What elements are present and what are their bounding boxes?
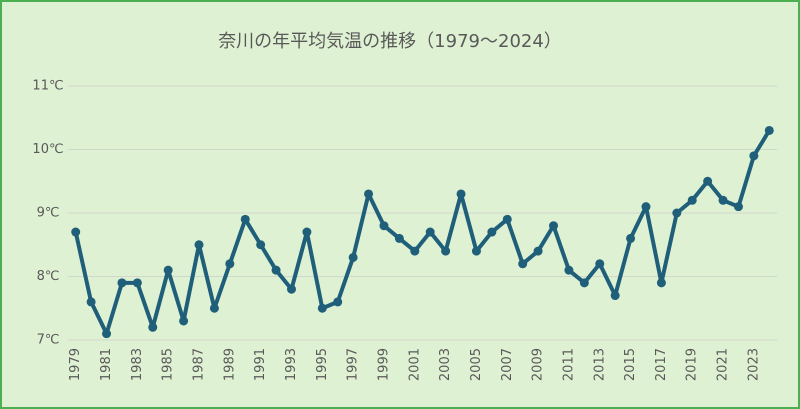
point (656, 278, 666, 288)
x-tick-label: 1991 (253, 348, 268, 381)
x-tick-label: 2005 (469, 348, 484, 381)
y-tick-label: 7℃ (37, 333, 60, 348)
point (549, 221, 559, 231)
point (364, 189, 374, 199)
x-tick-label: 1979 (68, 348, 83, 381)
point (441, 246, 451, 256)
x-tick-label: 1997 (346, 348, 361, 381)
line (73, 129, 772, 336)
x-tick-label: 2021 (716, 348, 731, 381)
x-tick-label: 1999 (376, 348, 391, 381)
point (471, 246, 481, 256)
point (271, 265, 281, 275)
point (348, 252, 358, 262)
x-tick-label: 1985 (161, 348, 176, 381)
point (672, 208, 682, 218)
point (703, 176, 713, 186)
y-tick-label: 9℃ (37, 206, 60, 221)
point (148, 322, 158, 332)
point (410, 246, 420, 256)
point (179, 316, 189, 326)
y-tick-label: 10℃ (32, 142, 63, 157)
x-tick-label: 2003 (438, 348, 453, 381)
x-tick-label: 2011 (561, 348, 576, 381)
x-tick-label: 2015 (623, 348, 638, 381)
x-tick-label: 1993 (284, 348, 299, 381)
x-tick-label: 1989 (222, 348, 237, 381)
x-tick-label: 2013 (592, 348, 607, 381)
x-tick-label: 1987 (192, 348, 207, 381)
point (579, 278, 589, 288)
x-tick-label: 2017 (654, 348, 669, 381)
point (425, 227, 435, 237)
point (641, 202, 651, 212)
point (502, 214, 512, 224)
point (317, 303, 327, 313)
point (194, 240, 204, 250)
point (71, 227, 81, 237)
point (610, 291, 620, 301)
x-tick-label: 1981 (99, 348, 114, 381)
chart-title: 奈川の年平均気温の推移（1979～2024） (218, 31, 562, 52)
point (749, 151, 759, 161)
x-tick-label: 2019 (685, 348, 700, 381)
point (379, 221, 389, 231)
point (209, 303, 219, 313)
point (132, 278, 142, 288)
x-tick-label: 2001 (407, 348, 422, 381)
point (626, 233, 636, 243)
point (302, 227, 312, 237)
point (117, 278, 127, 288)
point (86, 297, 96, 307)
point (256, 240, 266, 250)
point (564, 265, 574, 275)
y-tick-label: 11℃ (32, 79, 63, 94)
point (595, 259, 605, 269)
point (687, 195, 697, 205)
point (718, 195, 728, 205)
point (102, 329, 112, 339)
point (394, 233, 404, 243)
point (286, 284, 296, 294)
point (225, 259, 235, 269)
point (456, 189, 466, 199)
point (240, 214, 250, 224)
x-tick-label: 2023 (746, 348, 761, 381)
x-tick-label: 2009 (531, 348, 546, 381)
point (533, 246, 543, 256)
point (518, 259, 528, 269)
y-tick-label: 8℃ (37, 269, 60, 284)
point (487, 227, 497, 237)
x-tick-label: 1983 (130, 348, 145, 381)
point (764, 125, 774, 135)
point (733, 202, 743, 212)
x-tick-label: 2007 (500, 348, 515, 381)
x-tick-label: 1995 (315, 348, 330, 381)
point (333, 297, 343, 307)
point (163, 265, 173, 275)
